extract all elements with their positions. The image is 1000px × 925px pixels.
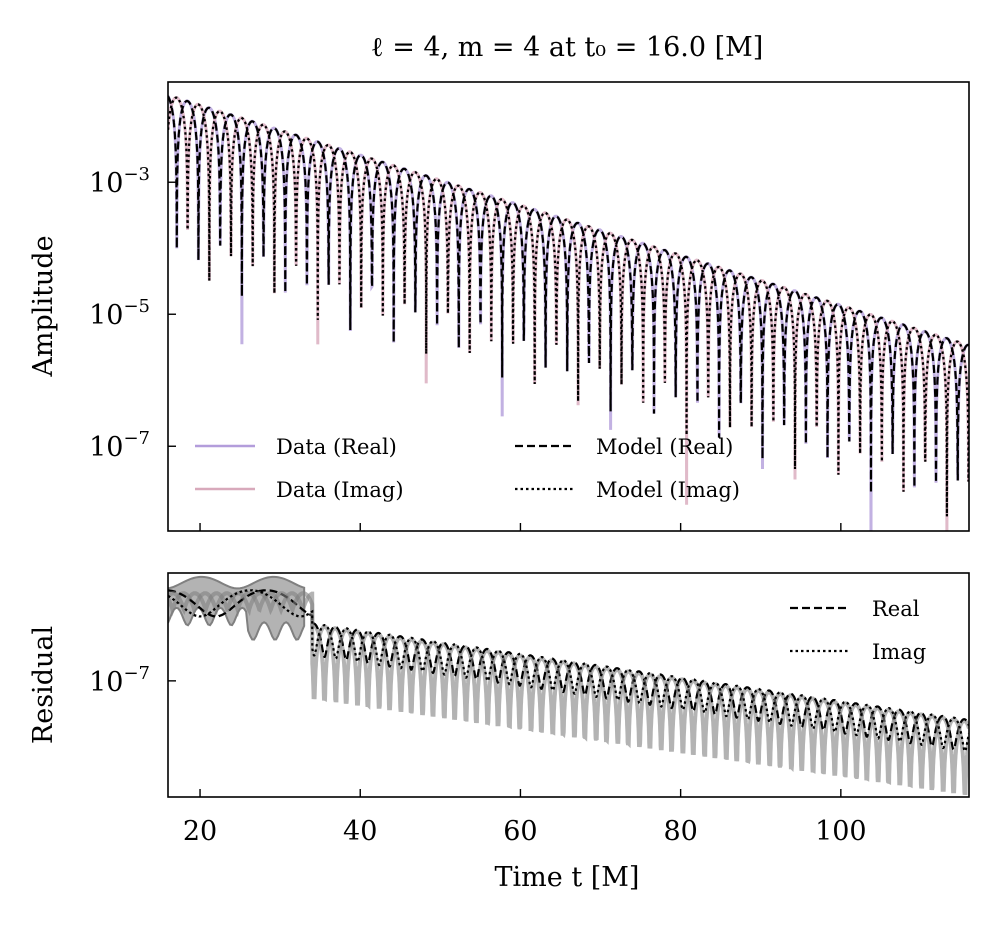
legend-label-model-real: Model (Real) bbox=[596, 435, 733, 459]
amplitude-legend: Data (Real) Data (Imag) Model (Real) Mod… bbox=[195, 435, 740, 502]
series-line-model-real bbox=[168, 95, 969, 493]
y-tick-base: 10 bbox=[89, 432, 123, 463]
y-tick-label: 10−7 bbox=[89, 663, 150, 698]
x-tick-label: 20 bbox=[183, 816, 217, 847]
y-tick-base: 10 bbox=[89, 300, 123, 331]
y-tick-base: 10 bbox=[89, 168, 123, 199]
y-tick-label: 10−5 bbox=[89, 296, 150, 331]
legend-label-model-imag: Model (Imag) bbox=[596, 478, 740, 502]
amplitude-axes-frame bbox=[167, 81, 970, 532]
x-tick-label: 40 bbox=[343, 816, 377, 847]
x-tick-label: 80 bbox=[663, 816, 697, 847]
residual-plot-area bbox=[168, 575, 969, 795]
x-tick-label: 100 bbox=[815, 816, 867, 847]
xlabel: Time t [M] bbox=[495, 862, 640, 893]
amplitude-ylabel: Amplitude bbox=[28, 235, 59, 377]
y-tick-exponent: −7 bbox=[123, 428, 150, 449]
residual-axes-frame bbox=[167, 572, 970, 798]
y-tick-exponent: −5 bbox=[123, 296, 150, 317]
y-tick-exponent: −7 bbox=[123, 663, 150, 684]
legend-label-imag: Imag bbox=[872, 640, 926, 664]
y-tick-label: 10−3 bbox=[89, 164, 150, 199]
residual-line-imag bbox=[168, 589, 969, 753]
legend-label-data-imag: Data (Imag) bbox=[276, 478, 404, 502]
legend-label-data-real: Data (Real) bbox=[276, 435, 397, 459]
residual-ylabel: Residual bbox=[28, 626, 59, 744]
residual-line-real bbox=[168, 589, 969, 751]
chart-title: ℓ = 4, m = 4 at t₀ = 16.0 [M] bbox=[371, 32, 764, 63]
residual-legend: Real Imag bbox=[790, 597, 926, 664]
x-tick-label: 60 bbox=[503, 816, 537, 847]
amplitude-plot-area bbox=[168, 95, 969, 531]
y-tick-label: 10−7 bbox=[89, 428, 150, 463]
legend-label-real: Real bbox=[872, 597, 920, 621]
y-tick-base: 10 bbox=[89, 667, 123, 698]
y-tick-exponent: −3 bbox=[123, 164, 150, 185]
